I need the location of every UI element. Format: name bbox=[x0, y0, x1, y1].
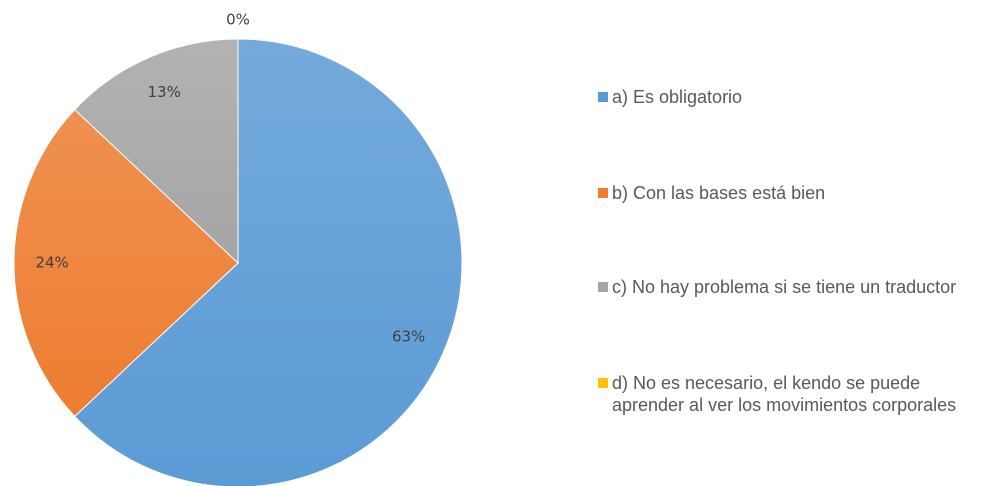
legend-entry: d) No es necesario, el kendo se puede ap… bbox=[598, 372, 978, 416]
legend-label: c) No hay problema si se tiene un traduc… bbox=[612, 277, 957, 297]
legend-swatch bbox=[598, 92, 608, 102]
legend-swatch bbox=[598, 282, 608, 292]
legend-entry: a) Es obligatorio bbox=[598, 86, 978, 108]
legend-entry: b) Con las bases está bien bbox=[598, 182, 978, 204]
data-label: 13% bbox=[147, 83, 180, 101]
data-label: 24% bbox=[35, 254, 68, 272]
data-label: 0% bbox=[226, 11, 250, 29]
legend-swatch bbox=[598, 188, 608, 198]
legend-swatch bbox=[598, 378, 608, 388]
pie-slice bbox=[13, 108, 239, 418]
legend-entry: c) No hay problema si se tiene un traduc… bbox=[598, 276, 978, 298]
legend-label: d) No es necesario, el kendo se puede ap… bbox=[612, 373, 957, 415]
legend-label: b) Con las bases está bien bbox=[612, 183, 826, 203]
pie-slice bbox=[74, 38, 463, 486]
data-label: 63% bbox=[392, 327, 425, 345]
pie-slice bbox=[74, 38, 239, 265]
legend-label: a) Es obligatorio bbox=[612, 87, 743, 107]
